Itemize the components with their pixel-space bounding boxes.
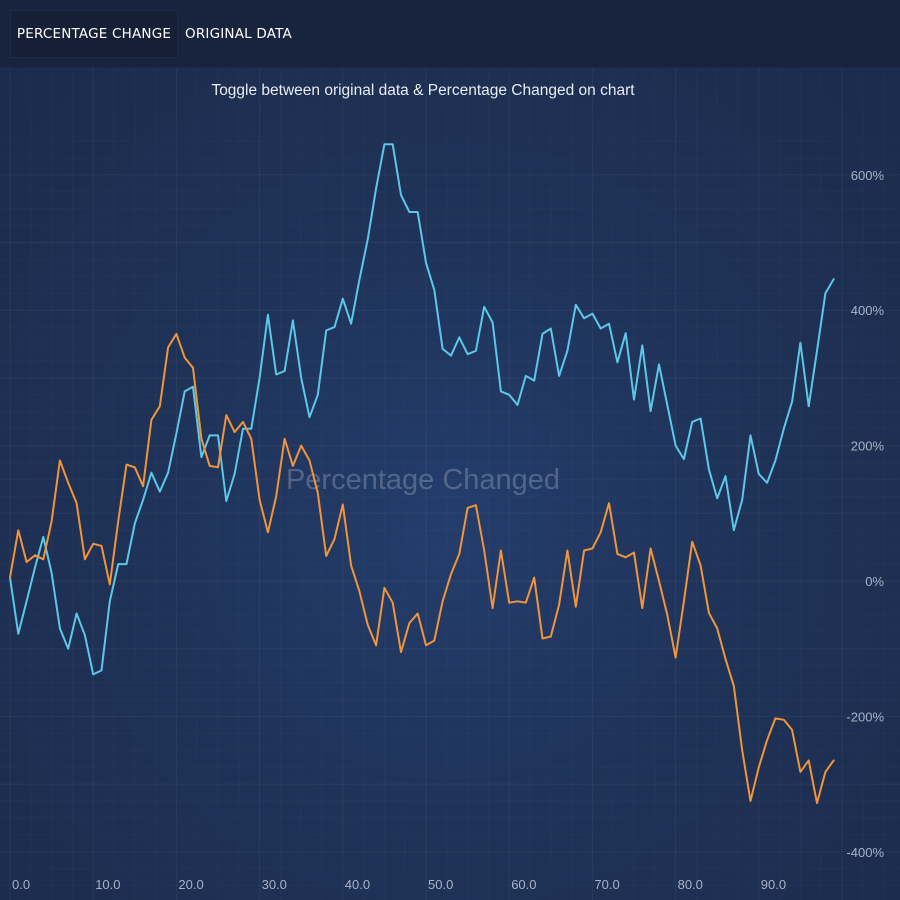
chart-area[interactable]: Toggle between original data & Percentag… (0, 68, 900, 900)
y-tick-label: 200% (851, 439, 885, 454)
x-tick-label: 40.0 (345, 877, 370, 892)
x-tick-label: 90.0 (761, 877, 786, 892)
line-chart[interactable]: Toggle between original data & Percentag… (0, 68, 900, 900)
grid (0, 68, 900, 900)
chart-title: Toggle between original data & Percentag… (211, 82, 635, 99)
y-tick-label: -400% (846, 845, 884, 860)
y-axis: 600% 400% 200% 0% -200% -400% (846, 168, 884, 860)
tab-percentage-change[interactable]: PERCENTAGE CHANGE (10, 10, 178, 58)
series-line-blue[interactable] (9, 143, 835, 676)
x-tick-label: 80.0 (678, 877, 703, 892)
toolbar: PERCENTAGE CHANGE ORIGINAL DATA (0, 0, 900, 68)
x-tick-label: 20.0 (178, 877, 203, 892)
y-tick-label: 600% (851, 168, 885, 183)
x-tick-label: 70.0 (594, 877, 619, 892)
series-line-orange[interactable] (9, 332, 835, 805)
x-axis: 0.0 10.0 20.0 30.0 40.0 50.0 60.0 70.0 80.0 90.0 (12, 877, 786, 892)
x-tick-label: 60.0 (511, 877, 536, 892)
y-tick-label: -200% (846, 709, 884, 724)
tab-original-data[interactable]: ORIGINAL DATA (185, 26, 292, 42)
y-tick-label: 0% (865, 574, 884, 589)
x-tick-label: 50.0 (428, 877, 453, 892)
x-tick-label: 10.0 (95, 877, 120, 892)
x-tick-label: 0.0 (12, 877, 30, 892)
y-tick-label: 400% (851, 303, 885, 318)
series-layer (9, 143, 835, 805)
chart-watermark: Percentage Changed (286, 464, 560, 496)
x-tick-label: 30.0 (262, 877, 287, 892)
